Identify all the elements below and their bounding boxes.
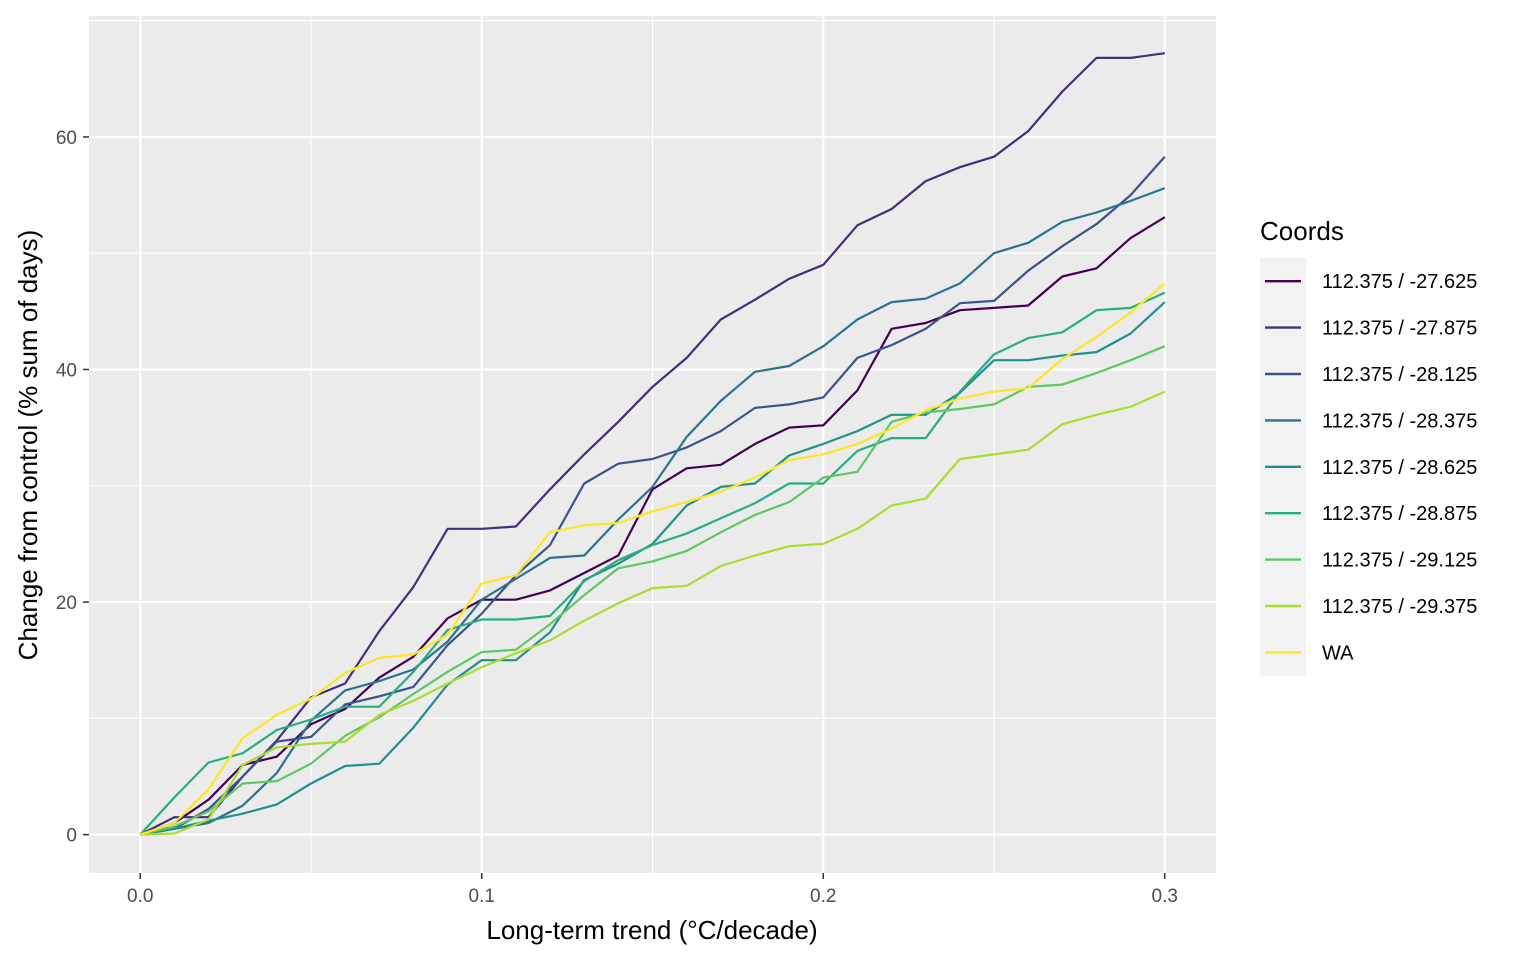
x-axis: 0.0 0.1 0.2 0.3 [127, 873, 1178, 907]
legend-keys: 112.375 / -27.625 112.375 / -27.875 112.37… [1260, 258, 1477, 676]
x-tick-label: 0.3 [1152, 886, 1178, 907]
series-line-1 [139, 216, 1166, 836]
legend-label: 112.375 / -28.375 [1322, 410, 1477, 432]
series-line-5 [140, 301, 1166, 836]
y-axis: 0 20 40 60 [56, 128, 89, 847]
x-tick-label: 0.2 [810, 886, 836, 907]
legend-label: 112.375 / -27.625 [1322, 271, 1477, 293]
series-line-7 [139, 345, 1166, 836]
y-tick-label: 0 [66, 826, 77, 847]
x-tick-label: 0.1 [469, 886, 495, 907]
series-line-6 [139, 291, 1166, 836]
legend-label: WA [1322, 642, 1354, 664]
legend-label: 112.375 / -29.375 [1322, 596, 1477, 618]
series-line-3 [140, 155, 1166, 836]
legend-label: 112.375 / -29.125 [1322, 550, 1477, 572]
x-axis-title: Long-term trend (°C/decade) [486, 915, 817, 945]
legend-label: 112.375 / -28.875 [1322, 503, 1477, 525]
legend-title: Coords [1260, 216, 1344, 246]
y-tick-label: 20 [56, 593, 77, 614]
y-tick-label: 60 [56, 128, 77, 149]
grid-minor [89, 16, 1216, 873]
legend-label: 112.375 / -28.125 [1322, 364, 1477, 386]
y-axis-title: Change from control (% sum of days) [13, 230, 43, 661]
y-tick-label: 40 [56, 360, 77, 381]
legend: Coords 112.375 / -27.625 112.375 / -27.87… [1260, 216, 1477, 676]
legend-label: 112.375 / -27.875 [1322, 318, 1477, 340]
x-tick-label: 0.0 [127, 886, 153, 907]
series-line-8 [140, 390, 1166, 836]
series-line-4 [140, 187, 1166, 836]
series-line-9 [139, 282, 1166, 836]
legend-label: 112.375 / -28.625 [1322, 457, 1477, 479]
series-lines [139, 52, 1166, 836]
